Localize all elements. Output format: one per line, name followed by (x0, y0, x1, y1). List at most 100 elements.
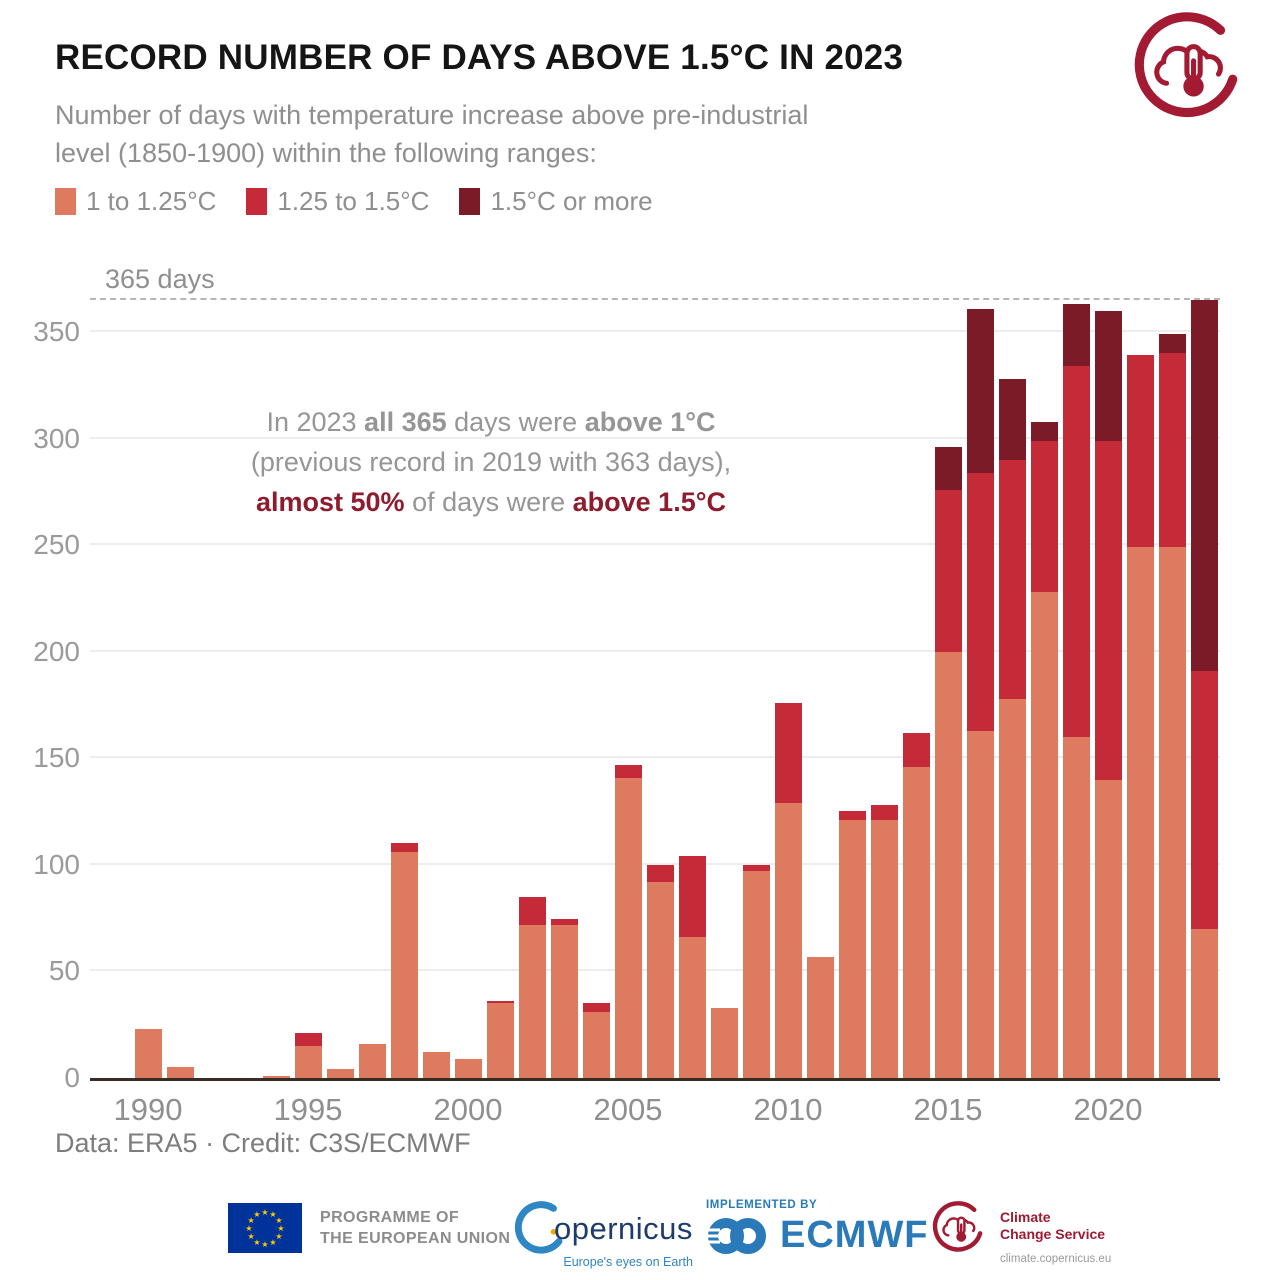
y-tick-100: 100 (33, 848, 80, 880)
bar-2009 (742, 865, 770, 1078)
y-tick-50: 50 (48, 955, 80, 987)
annotation-line-3: almost 50% of days were above 1.5°C (255, 487, 727, 517)
bar-2008 (710, 1008, 738, 1078)
bar-2000 (454, 1059, 482, 1078)
bar-1999-segment-1 (422, 1052, 450, 1078)
svg-text:★: ★ (269, 1210, 276, 1219)
reference-line-label: 365 days (105, 264, 215, 294)
plot-area: 365 days 1990 1995 2000 2005 2010 2015 2020 (90, 264, 1220, 1127)
bar-1998-segment-2 (390, 843, 418, 852)
bar-2018-segment-3 (1030, 422, 1058, 441)
legend-item-1-to-1.25: 1 to 1.25°C (55, 186, 216, 217)
legend-label-band1: 1 to 1.25°C (86, 186, 217, 216)
svg-text:★: ★ (253, 1210, 260, 1219)
bar-2018-segment-2 (1030, 441, 1058, 592)
bar-2014 (902, 733, 930, 1078)
bar-2012 (838, 811, 866, 1078)
svg-text:★: ★ (245, 1224, 252, 1233)
svg-text:★: ★ (248, 1232, 255, 1241)
bar-2014-segment-1 (902, 767, 930, 1078)
bar-2007 (678, 856, 706, 1078)
legend-label-band3: 1.5°C or more (490, 186, 653, 216)
bar-1996 (326, 1069, 354, 1078)
bar-2015-segment-3 (934, 447, 962, 490)
c3s-url: climate.copernicus.eu (1000, 1253, 1112, 1265)
copernicus-wordmark: opernicus (554, 1211, 693, 1246)
annotation-line-2: (previous record in 2019 with 363 days), (250, 447, 732, 477)
bar-2009-segment-2 (742, 865, 770, 871)
implemented-by-label: IMPLEMENTED BY (706, 1199, 818, 1211)
bar-2022 (1158, 334, 1186, 1078)
eu-programme-logo: ★ ★ ★ ★ ★ ★ ★ ★ ★ ★ ★ ★ PROGRAMME OF THE EUROPEA… (228, 1203, 510, 1253)
x-tick-1990: 1990 (113, 1092, 183, 1127)
bar-2007-segment-2 (678, 856, 706, 937)
y-tick-150: 150 (33, 742, 80, 774)
c3s-logo: Climate Change Service climate.copernicu… (930, 1201, 1111, 1265)
bar-2005-segment-1 (614, 778, 642, 1078)
bar-1997 (358, 1044, 386, 1078)
credit-line: Data: ERA5 · Credit: C3S/ECMWF (55, 1128, 471, 1158)
bar-2018-segment-1 (1030, 592, 1058, 1078)
gridline-250 (90, 543, 1220, 545)
subtitle-line-2: level (1850-1900) within the following r… (55, 138, 597, 168)
bar-2006-segment-2 (646, 865, 674, 882)
x-tick-2000: 2000 (433, 1092, 503, 1127)
bar-2000-segment-1 (454, 1059, 482, 1078)
chart-annotation: In 2023 all 365 days were above 1°C (prev… (185, 402, 797, 522)
cloud-thermometer-icon (1134, 12, 1238, 117)
bar-2005-segment-2 (614, 765, 642, 778)
bar-2021 (1126, 355, 1154, 1078)
gridline-300 (90, 437, 1220, 439)
svg-text:★: ★ (261, 1240, 268, 1249)
x-tick-2015: 2015 (913, 1092, 983, 1127)
bar-1996-segment-1 (326, 1069, 354, 1078)
gridline-100 (90, 863, 1220, 865)
bar-2013-segment-1 (870, 820, 898, 1078)
bar-2013-segment-2 (870, 805, 898, 820)
y-tick-350: 350 (33, 316, 80, 348)
svg-text:★: ★ (275, 1232, 282, 1241)
bar-2016-segment-2 (966, 473, 994, 731)
bar-1990-segment-1 (134, 1029, 162, 1078)
bar-2009-segment-1 (742, 871, 770, 1078)
bar-2017-segment-3 (998, 379, 1026, 460)
y-tick-250: 250 (33, 529, 80, 561)
bar-2001-segment-1 (486, 1003, 514, 1078)
ecmwf-wordmark: ECMWF (780, 1214, 929, 1256)
chart: 0 50 100 150 200 250 300 350 365 days 1990 1995 20… (0, 264, 1280, 1127)
x-tick-2010: 2010 (753, 1092, 823, 1127)
bar-1991-segment-1 (166, 1067, 194, 1078)
bar-2011 (806, 957, 834, 1078)
bar-2020-segment-1 (1094, 780, 1122, 1078)
bar-2019-segment-1 (1062, 737, 1090, 1078)
y-tick-0: 0 (64, 1062, 80, 1093)
copernicus-logo: opernicus Europe's eyes on Earth (508, 1201, 693, 1269)
bar-1995 (294, 1033, 322, 1078)
legend-item-1.5-or-more: 1.5°C or more (459, 186, 653, 217)
page-title: RECORD NUMBER OF DAYS ABOVE 1.5°C IN 202… (55, 38, 904, 77)
bar-2019-segment-3 (1062, 304, 1090, 366)
bar-2017-segment-1 (998, 699, 1026, 1078)
annotation-line-1: In 2023 all 365 days were above 1°C (266, 407, 716, 437)
bar-1998 (390, 843, 418, 1078)
svg-text:★: ★ (261, 1208, 268, 1217)
bar-2002 (518, 897, 546, 1078)
gridline-350 (90, 330, 1220, 332)
legend-swatch-band1 (55, 188, 76, 215)
ecmwf-logo: IMPLEMENTED BY ECMWF (706, 1199, 929, 1257)
bar-2007-segment-1 (678, 937, 706, 1078)
bar-2011-segment-1 (806, 957, 834, 1078)
bar-2023 (1190, 300, 1218, 1078)
x-tick-2005: 2005 (593, 1092, 663, 1127)
reference-line-365 (90, 298, 1220, 300)
bar-2022-segment-1 (1158, 547, 1186, 1078)
bar-1995-segment-2 (294, 1033, 322, 1046)
bar-1994-segment-1 (262, 1076, 290, 1078)
bar-2012-segment-1 (838, 820, 866, 1078)
bar-2004-segment-1 (582, 1012, 610, 1078)
bar-2020 (1094, 311, 1122, 1078)
subtitle: Number of days with temperature increase… (55, 96, 808, 172)
svg-text:★: ★ (253, 1238, 260, 1247)
bar-2023-segment-1 (1190, 929, 1218, 1078)
